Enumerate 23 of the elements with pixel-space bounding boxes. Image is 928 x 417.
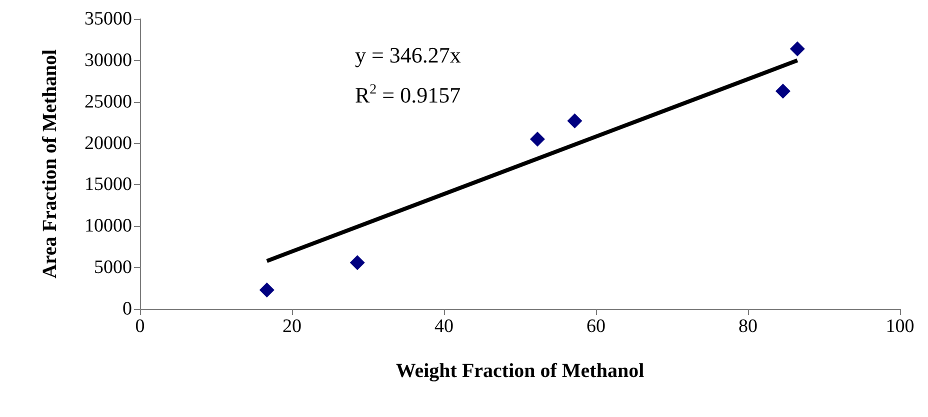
- y-tick-label: 0: [122, 298, 132, 320]
- point: [790, 41, 805, 56]
- x-tick-label: 20: [282, 316, 302, 337]
- point: [350, 255, 365, 270]
- point: [259, 282, 274, 298]
- y-tick-label: 25000: [84, 91, 132, 112]
- point: [530, 132, 545, 147]
- y-tick-label: 5000: [94, 257, 132, 278]
- y-axis-title: Area Fraction of Methanol: [39, 49, 61, 279]
- y-tick-label: 30000: [84, 50, 132, 71]
- x-tick-label: 80: [738, 316, 758, 337]
- x-tick-label: 40: [434, 316, 454, 337]
- point: [775, 84, 790, 99]
- point: [567, 113, 582, 128]
- x-tick-label: 0: [135, 316, 145, 337]
- y-tick-label: 20000: [84, 132, 132, 154]
- x-axis-title: Weight Fraction of Methanol: [396, 360, 645, 382]
- y-tick-label: 35000: [84, 8, 132, 30]
- y-tick-label: 10000: [84, 216, 132, 237]
- x-tick-label: 100: [886, 316, 914, 337]
- annotation: y = 346.27x: [355, 42, 461, 68]
- y-tick-label: 15000: [84, 174, 132, 196]
- x-tick-label: 60: [586, 316, 606, 337]
